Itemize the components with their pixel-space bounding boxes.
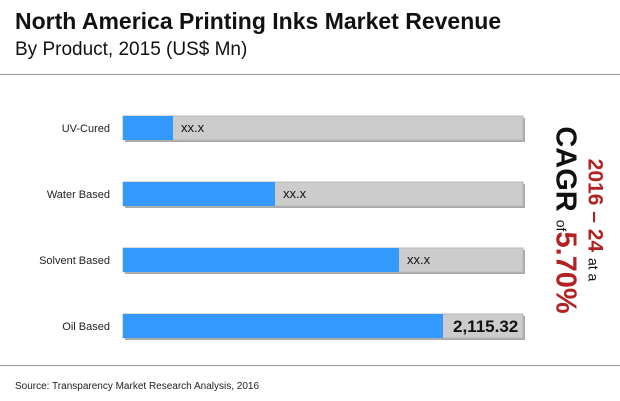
top-divider	[0, 74, 620, 75]
bar-chart: UV-Cured xx.x Water Based xx.x Solvent Based…	[39, 115, 525, 340]
cagr-at-a: at a	[585, 257, 602, 282]
bar	[123, 116, 173, 140]
category-label: Oil Based	[62, 321, 110, 333]
data-label: 2,115.32	[453, 317, 518, 336]
cagr-label: CAGR	[549, 126, 582, 212]
data-label: xx.x	[283, 186, 307, 201]
category-label: UV-Cured	[62, 123, 110, 135]
category-label: Water Based	[47, 189, 110, 201]
cagr-of: of	[553, 219, 570, 232]
cagr-period: 2016 – 24	[583, 158, 607, 253]
cagr-value: 5.70%	[549, 231, 582, 314]
source-note: Source: Transparency Market Research Ana…	[15, 381, 260, 392]
chart-subtitle: By Product, 2015 (US$ Mn)	[15, 39, 248, 60]
chart-title: North America Printing Inks Market Reven…	[15, 8, 502, 34]
cagr-value-line: CAGR of5.70%	[546, 126, 582, 313]
bottom-divider	[0, 365, 620, 366]
data-label: xx.x	[181, 120, 205, 135]
data-label: xx.x	[407, 252, 431, 267]
bar	[123, 248, 399, 272]
bar	[123, 314, 443, 338]
cagr-period-line: 2016 – 24 at a	[582, 126, 607, 313]
bar-track	[122, 115, 524, 141]
bar	[123, 182, 275, 206]
category-label: Solvent Based	[39, 255, 110, 267]
